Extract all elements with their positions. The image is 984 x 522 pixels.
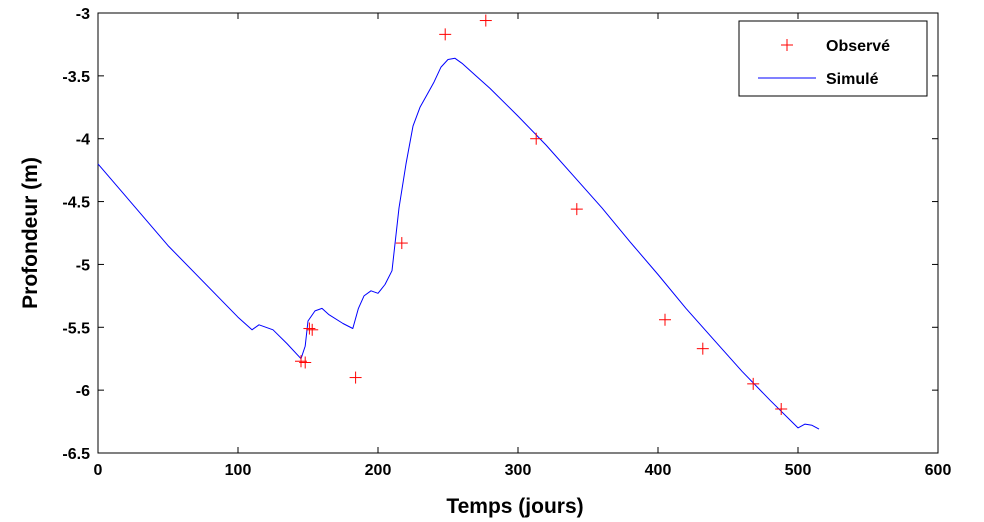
y-tick-label: -4: [76, 132, 90, 149]
x-tick-label: 100: [225, 462, 252, 479]
series-layer: [97, 14, 820, 430]
data-point-observe: [530, 132, 543, 145]
y-tick-label: -4.5: [62, 195, 90, 212]
data-point-observe: [395, 237, 408, 250]
data-point-observe: [696, 342, 709, 355]
y-axis-ticks: -3 -3.5 -4 -4.5 -5 -5.5 -6 -6.5: [62, 6, 938, 463]
legend-label-observe: Observé: [826, 38, 890, 55]
x-axis-ticks: 0 100 200 300 400 500 600: [94, 13, 952, 479]
legend-marker-observe: [781, 39, 793, 51]
y-tick-label: -3: [76, 6, 90, 23]
y-axis-label: Profondeur (m): [19, 157, 42, 309]
x-tick-label: 500: [785, 462, 812, 479]
x-tick-label: 600: [925, 462, 952, 479]
y-tick-label: -6.5: [62, 446, 90, 463]
data-point-observe: [570, 203, 583, 216]
series-line-simule: [97, 57, 820, 430]
y-tick-label: -5.5: [62, 320, 90, 337]
x-tick-label: 400: [645, 462, 672, 479]
data-point-observe: [479, 14, 492, 27]
data-point-observe: [775, 403, 788, 415]
data-point-observe: [306, 323, 319, 336]
x-tick-label: 0: [94, 462, 103, 479]
data-point-observe: [303, 322, 316, 335]
data-point-observe: [439, 28, 452, 41]
data-point-observe: [747, 377, 760, 390]
data-point-observe: [349, 371, 362, 384]
y-tick-label: -5: [76, 257, 90, 274]
data-point-observe: [299, 356, 312, 369]
legend-plus-marker: [781, 39, 793, 51]
legend-box: [738, 20, 928, 97]
data-point-observe: [659, 313, 671, 326]
x-tick-label: 200: [365, 462, 392, 479]
x-tick-label: 300: [505, 462, 532, 479]
x-axis-label: Temps (jours): [446, 495, 583, 518]
legend-label-simule: Simulé: [826, 71, 879, 88]
legend: Observé Simulé: [738, 20, 928, 97]
y-tick-label: -3.5: [62, 69, 90, 86]
y-tick-label: -6: [76, 383, 90, 400]
